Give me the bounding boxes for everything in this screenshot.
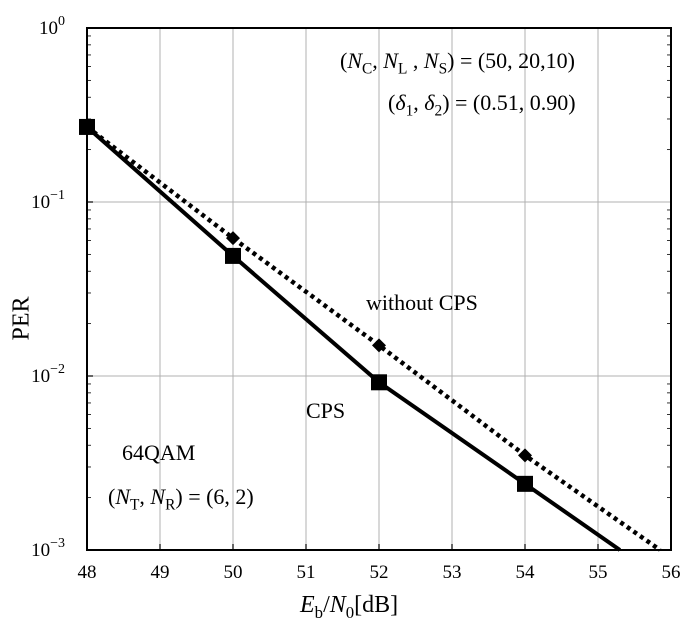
- label-cps: CPS: [306, 398, 346, 423]
- modulation-annotation: 64QAM: [122, 440, 196, 465]
- series-line-without-cps: [85, 125, 662, 552]
- params-annotation-2: (δ1, δ2) = (0.51, 0.90): [388, 90, 576, 120]
- without-cps-marker: [518, 448, 532, 463]
- y-tick-label: 10−1: [31, 188, 65, 213]
- y-tick-label: 10−3: [31, 536, 65, 561]
- y-axis-label: PER: [8, 296, 35, 341]
- y-tick-label: 10−2: [31, 362, 65, 387]
- x-tick-label: 54: [516, 562, 536, 583]
- plot-frame: [86, 27, 672, 551]
- cps-marker: [517, 475, 533, 492]
- x-tick-label: 48: [78, 562, 97, 583]
- x-axis-label: Eb/N0[dB]: [300, 592, 399, 622]
- without-cps-marker: [226, 231, 240, 246]
- params-annotation-1: (NC, NL , NS) = (50, 20,10): [340, 48, 576, 78]
- cps-marker: [225, 247, 241, 264]
- x-tick-label: 51: [297, 562, 316, 583]
- x-tick-label: 55: [589, 562, 608, 583]
- y-tick-label: 100: [39, 14, 65, 39]
- cps-marker: [371, 374, 387, 391]
- x-tick-label: 56: [662, 562, 681, 583]
- x-tick-label: 49: [151, 562, 170, 583]
- without-cps-marker: [372, 338, 386, 353]
- x-tick-label: 53: [443, 562, 462, 583]
- x-tick-label: 50: [224, 562, 243, 583]
- x-tick-label: 52: [370, 562, 389, 583]
- label-without-cps: without CPS: [366, 290, 478, 315]
- antennas-annotation: (NT, NR) = (6, 2): [108, 484, 254, 514]
